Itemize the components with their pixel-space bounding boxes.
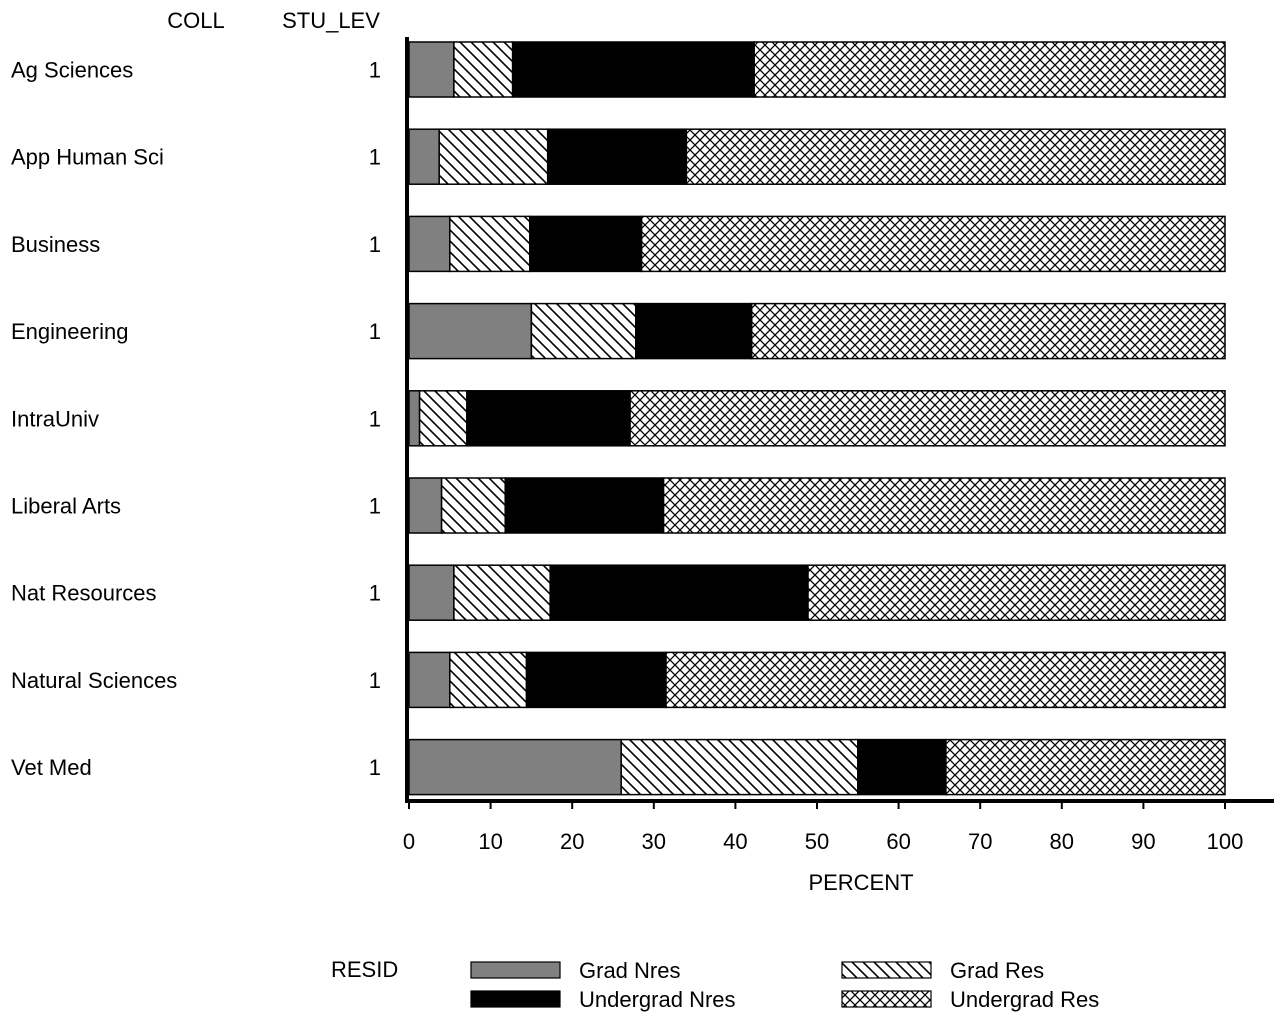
bar-segment-grad-nres xyxy=(408,564,455,621)
category-label: Vet Med xyxy=(11,755,92,780)
legend-title: RESID xyxy=(331,957,398,982)
stu-lev-value: 1 xyxy=(369,145,381,170)
x-tick-label: 90 xyxy=(1131,829,1155,854)
header-coll: COLL xyxy=(167,8,224,33)
stu-lev-value: 1 xyxy=(369,494,381,519)
stu-lev-value: 1 xyxy=(369,755,381,780)
x-axis: 0 10 20 30 40 50 60 70 80 90 100 xyxy=(403,801,1243,854)
bar-segment-grad-nres xyxy=(408,390,421,447)
stu-lev-value: 1 xyxy=(369,668,381,693)
bar-segment-undergrad-nres xyxy=(857,738,947,796)
x-tick-label: 70 xyxy=(968,829,992,854)
bar-segment-grad-nres xyxy=(408,128,440,185)
stu-lev-value: 1 xyxy=(369,406,381,431)
bar-segment-grad-nres xyxy=(408,302,533,360)
x-tick-label: 50 xyxy=(805,829,829,854)
bar-segment-undergrad-nres xyxy=(529,215,643,273)
bar-segment-grad-res xyxy=(440,477,506,534)
legend-swatch-grad-nres xyxy=(470,961,561,979)
bar-segment-grad-res xyxy=(453,564,551,621)
chart-rows: Ag Sciences 1 App Human Sci 1 Business 1 Engin… xyxy=(11,41,1226,796)
legend-swatch-grad-res xyxy=(841,961,932,979)
bar-segment-grad-nres xyxy=(408,215,451,273)
x-tick-label: 0 xyxy=(403,829,415,854)
x-tick-label: 100 xyxy=(1207,829,1244,854)
bar-segment-undergrad-res xyxy=(807,564,1226,621)
stu-lev-value: 1 xyxy=(369,581,381,606)
bar-segment-grad-res xyxy=(453,41,514,98)
category-label: Natural Sciences xyxy=(11,668,177,693)
bar-segment-undergrad-nres xyxy=(525,651,667,709)
bar-segment-grad-nres xyxy=(408,41,455,98)
stu-lev-value: 1 xyxy=(369,232,381,257)
bar-segment-grad-res xyxy=(418,390,468,447)
category-label: Business xyxy=(11,232,100,257)
x-tick-label: 20 xyxy=(560,829,584,854)
category-label: IntraUniv xyxy=(11,406,99,431)
x-tick-label: 60 xyxy=(886,829,910,854)
bar-segment-undergrad-nres xyxy=(466,390,631,447)
bar-segment-grad-res xyxy=(530,302,637,360)
x-tick-label: 10 xyxy=(478,829,502,854)
legend-label: Grad Nres xyxy=(579,958,680,983)
legend-swatch-undergrad-res xyxy=(841,990,932,1008)
legend-label: Grad Res xyxy=(950,958,1044,983)
bar-segment-undergrad-res xyxy=(629,390,1226,447)
category-label: App Human Sci xyxy=(11,145,164,170)
legend-swatch-undergrad-nres xyxy=(470,990,561,1008)
bar-segment-undergrad-res xyxy=(665,651,1226,709)
bar-segment-grad-nres xyxy=(408,738,622,796)
category-label: Ag Sciences xyxy=(11,58,133,83)
x-tick-label: 40 xyxy=(723,829,747,854)
stu-lev-value: 1 xyxy=(369,58,381,83)
bar-segment-undergrad-res xyxy=(640,215,1226,273)
legend: RESID Grad Nres Grad Res Undergrad Nres Und… xyxy=(331,957,1099,1012)
bar-segment-undergrad-res xyxy=(750,302,1226,360)
bar-segment-grad-res xyxy=(620,738,859,796)
bar-segment-undergrad-nres xyxy=(549,564,809,621)
bar-segment-grad-nres xyxy=(408,651,451,709)
category-label: Nat Resources xyxy=(11,581,157,606)
bar-segment-grad-nres xyxy=(408,477,443,534)
bar-segment-undergrad-nres xyxy=(546,128,688,185)
category-label: Liberal Arts xyxy=(11,494,121,519)
bar-segment-grad-res xyxy=(449,215,531,273)
bar-segment-undergrad-res xyxy=(753,41,1226,98)
bar-segment-undergrad-nres xyxy=(504,477,665,534)
category-label: Engineering xyxy=(11,319,128,344)
header-stu-lev: STU_LEV xyxy=(282,8,380,33)
bar-segment-undergrad-nres xyxy=(635,302,753,360)
bar-segment-undergrad-res xyxy=(662,477,1226,534)
x-axis-label: PERCENT xyxy=(808,870,913,895)
bar-segment-undergrad-res xyxy=(685,128,1226,185)
x-tick-label: 30 xyxy=(642,829,666,854)
bar-segment-undergrad-nres xyxy=(511,41,755,98)
bar-segment-undergrad-res xyxy=(945,738,1226,796)
legend-label: Undergrad Nres xyxy=(579,987,736,1012)
x-tick-label: 80 xyxy=(1050,829,1074,854)
bar-segment-grad-res xyxy=(449,651,528,709)
stu-lev-value: 1 xyxy=(369,319,381,344)
bar-segment-grad-res xyxy=(438,128,549,185)
legend-label: Undergrad Res xyxy=(950,987,1099,1012)
